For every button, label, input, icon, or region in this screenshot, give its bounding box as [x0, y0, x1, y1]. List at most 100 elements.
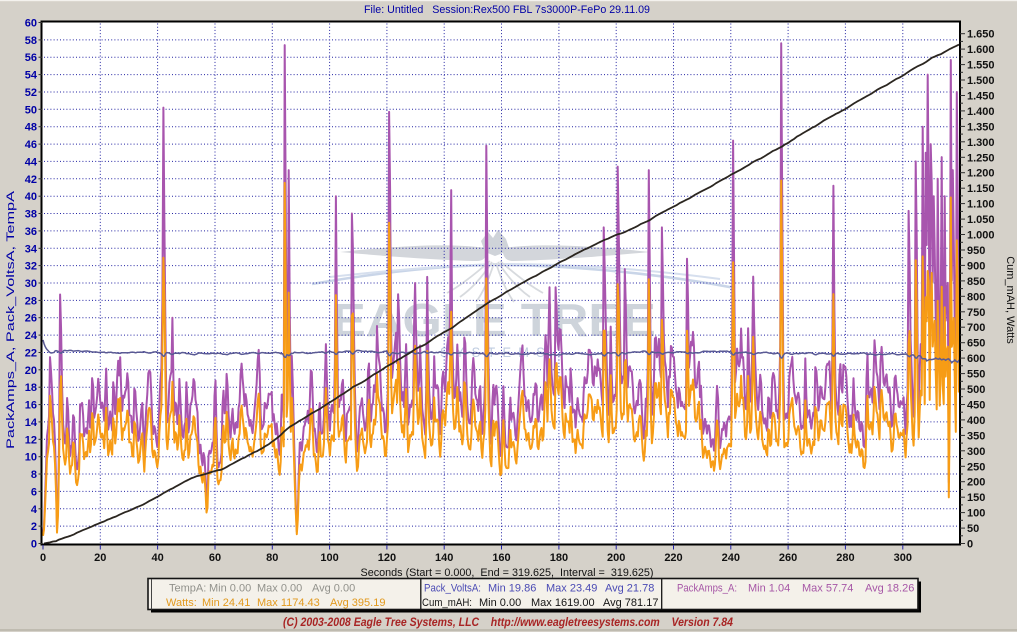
- svg-text:File: Untitled Session:Rex50: File: Untitled Session:Rex500 FBL 7s3000…: [364, 4, 650, 16]
- svg-text:46: 46: [25, 139, 37, 151]
- svg-text:40: 40: [151, 552, 163, 564]
- svg-text:Avg 395.19: Avg 395.19: [330, 597, 385, 609]
- svg-text:28: 28: [25, 295, 37, 307]
- svg-text:20: 20: [25, 365, 37, 377]
- svg-text:1.100: 1.100: [967, 199, 995, 211]
- svg-text:50: 50: [25, 104, 37, 116]
- svg-text:36: 36: [25, 226, 37, 238]
- svg-text:50: 50: [967, 523, 979, 535]
- svg-text:100: 100: [320, 552, 338, 564]
- svg-text:550: 550: [967, 369, 985, 381]
- svg-text:12: 12: [25, 434, 37, 446]
- svg-text:6: 6: [31, 486, 37, 498]
- svg-text:220: 220: [664, 552, 682, 564]
- svg-text:Min 24.41: Min 24.41: [202, 597, 250, 609]
- svg-text:26: 26: [25, 313, 37, 325]
- svg-text:350: 350: [967, 430, 985, 442]
- svg-text:24: 24: [25, 330, 38, 342]
- svg-text:0: 0: [31, 539, 37, 551]
- svg-text:Avg 18.26: Avg 18.26: [865, 583, 914, 595]
- svg-text:42: 42: [25, 174, 37, 186]
- svg-text:800: 800: [967, 291, 985, 303]
- svg-text:PackAmps_A:: PackAmps_A:: [677, 583, 737, 595]
- svg-text:260: 260: [779, 552, 797, 564]
- svg-text:180: 180: [550, 552, 568, 564]
- svg-text:PackAmps_A, Pack_VoltsA, TempA: PackAmps_A, Pack_VoltsA, TempA: [5, 190, 17, 449]
- svg-text:950: 950: [967, 245, 985, 257]
- svg-text:54: 54: [25, 70, 38, 82]
- svg-text:22: 22: [25, 348, 37, 360]
- svg-text:1.600: 1.600: [967, 44, 995, 56]
- svg-text:10: 10: [25, 452, 37, 464]
- svg-text:0: 0: [40, 552, 46, 564]
- svg-text:44: 44: [25, 156, 38, 168]
- svg-text:200: 200: [607, 552, 625, 564]
- svg-text:32: 32: [25, 261, 37, 273]
- svg-text:1.350: 1.350: [967, 121, 995, 133]
- svg-text:0: 0: [967, 539, 973, 551]
- svg-text:Max 1174.43: Max 1174.43: [257, 597, 320, 609]
- svg-text:Min 0.00: Min 0.00: [209, 583, 251, 595]
- svg-text:200: 200: [967, 477, 985, 489]
- svg-text:16: 16: [25, 400, 37, 412]
- svg-text:Avg 0.00: Avg 0.00: [312, 583, 355, 595]
- svg-text:240: 240: [722, 552, 740, 564]
- svg-text:38: 38: [25, 209, 37, 221]
- svg-text:400: 400: [967, 415, 985, 427]
- svg-text:Seconds (Start = 0.000, End =: Seconds (Start = 0.000, End = 319.625, I…: [361, 567, 654, 579]
- svg-text:150: 150: [967, 492, 985, 504]
- svg-text:Min 1.04: Min 1.04: [748, 583, 790, 595]
- svg-text:1.400: 1.400: [967, 106, 995, 118]
- svg-text:300: 300: [967, 446, 985, 458]
- svg-text:100: 100: [967, 508, 985, 520]
- svg-text:Cum_mAH, Watts: Cum_mAH, Watts: [1004, 256, 1016, 344]
- svg-text:700: 700: [967, 322, 985, 334]
- svg-text:TempA:: TempA:: [169, 583, 206, 595]
- svg-text:52: 52: [25, 87, 37, 99]
- svg-text:1.450: 1.450: [967, 91, 995, 103]
- svg-text:Max 23.49: Max 23.49: [546, 583, 597, 595]
- svg-text:Max 0.00: Max 0.00: [257, 583, 302, 595]
- svg-text:1.200: 1.200: [967, 168, 995, 180]
- svg-text:900: 900: [967, 260, 985, 272]
- svg-text:500: 500: [967, 384, 985, 396]
- svg-text:48: 48: [25, 122, 37, 134]
- svg-text:850: 850: [967, 276, 985, 288]
- svg-text:Cum_mAH:: Cum_mAH:: [422, 597, 472, 609]
- svg-text:Min 0.00: Min 0.00: [479, 597, 521, 609]
- svg-text:1.150: 1.150: [967, 183, 995, 195]
- svg-text:58: 58: [25, 35, 37, 47]
- svg-text:2: 2: [31, 521, 37, 533]
- svg-text:450: 450: [967, 400, 985, 412]
- svg-text:1.650: 1.650: [967, 29, 995, 41]
- svg-text:280: 280: [836, 552, 854, 564]
- svg-text:Min 19.86: Min 19.86: [488, 583, 536, 595]
- svg-text:(C) 2003-2008 Eagle Tree Syste: (C) 2003-2008 Eagle Tree Systems, LLC ht…: [283, 617, 734, 629]
- svg-text:Pack_VoltsA:: Pack_VoltsA:: [424, 583, 481, 595]
- svg-text:Avg 21.78: Avg 21.78: [605, 583, 654, 595]
- svg-text:160: 160: [492, 552, 510, 564]
- svg-text:250: 250: [967, 461, 985, 473]
- svg-text:20: 20: [94, 552, 106, 564]
- svg-text:34: 34: [25, 243, 38, 255]
- svg-text:1.300: 1.300: [967, 137, 995, 149]
- svg-text:650: 650: [967, 338, 985, 350]
- svg-text:40: 40: [25, 191, 37, 203]
- svg-text:4: 4: [31, 504, 38, 516]
- svg-text:80: 80: [266, 552, 278, 564]
- svg-text:Watts:: Watts:: [166, 597, 197, 609]
- svg-text:600: 600: [967, 353, 985, 365]
- svg-text:1.500: 1.500: [967, 75, 995, 87]
- svg-text:750: 750: [967, 307, 985, 319]
- svg-text:56: 56: [25, 52, 37, 64]
- svg-text:Avg 781.17: Avg 781.17: [603, 597, 658, 609]
- svg-text:1.050: 1.050: [967, 214, 995, 226]
- svg-text:Max 57.74: Max 57.74: [802, 583, 853, 595]
- svg-text:14: 14: [25, 417, 38, 429]
- svg-text:300: 300: [894, 552, 912, 564]
- svg-text:Max 1619.00: Max 1619.00: [531, 597, 595, 609]
- svg-text:1.000: 1.000: [967, 230, 995, 242]
- svg-text:1.250: 1.250: [967, 152, 995, 164]
- svg-text:120: 120: [378, 552, 396, 564]
- svg-text:60: 60: [25, 18, 37, 30]
